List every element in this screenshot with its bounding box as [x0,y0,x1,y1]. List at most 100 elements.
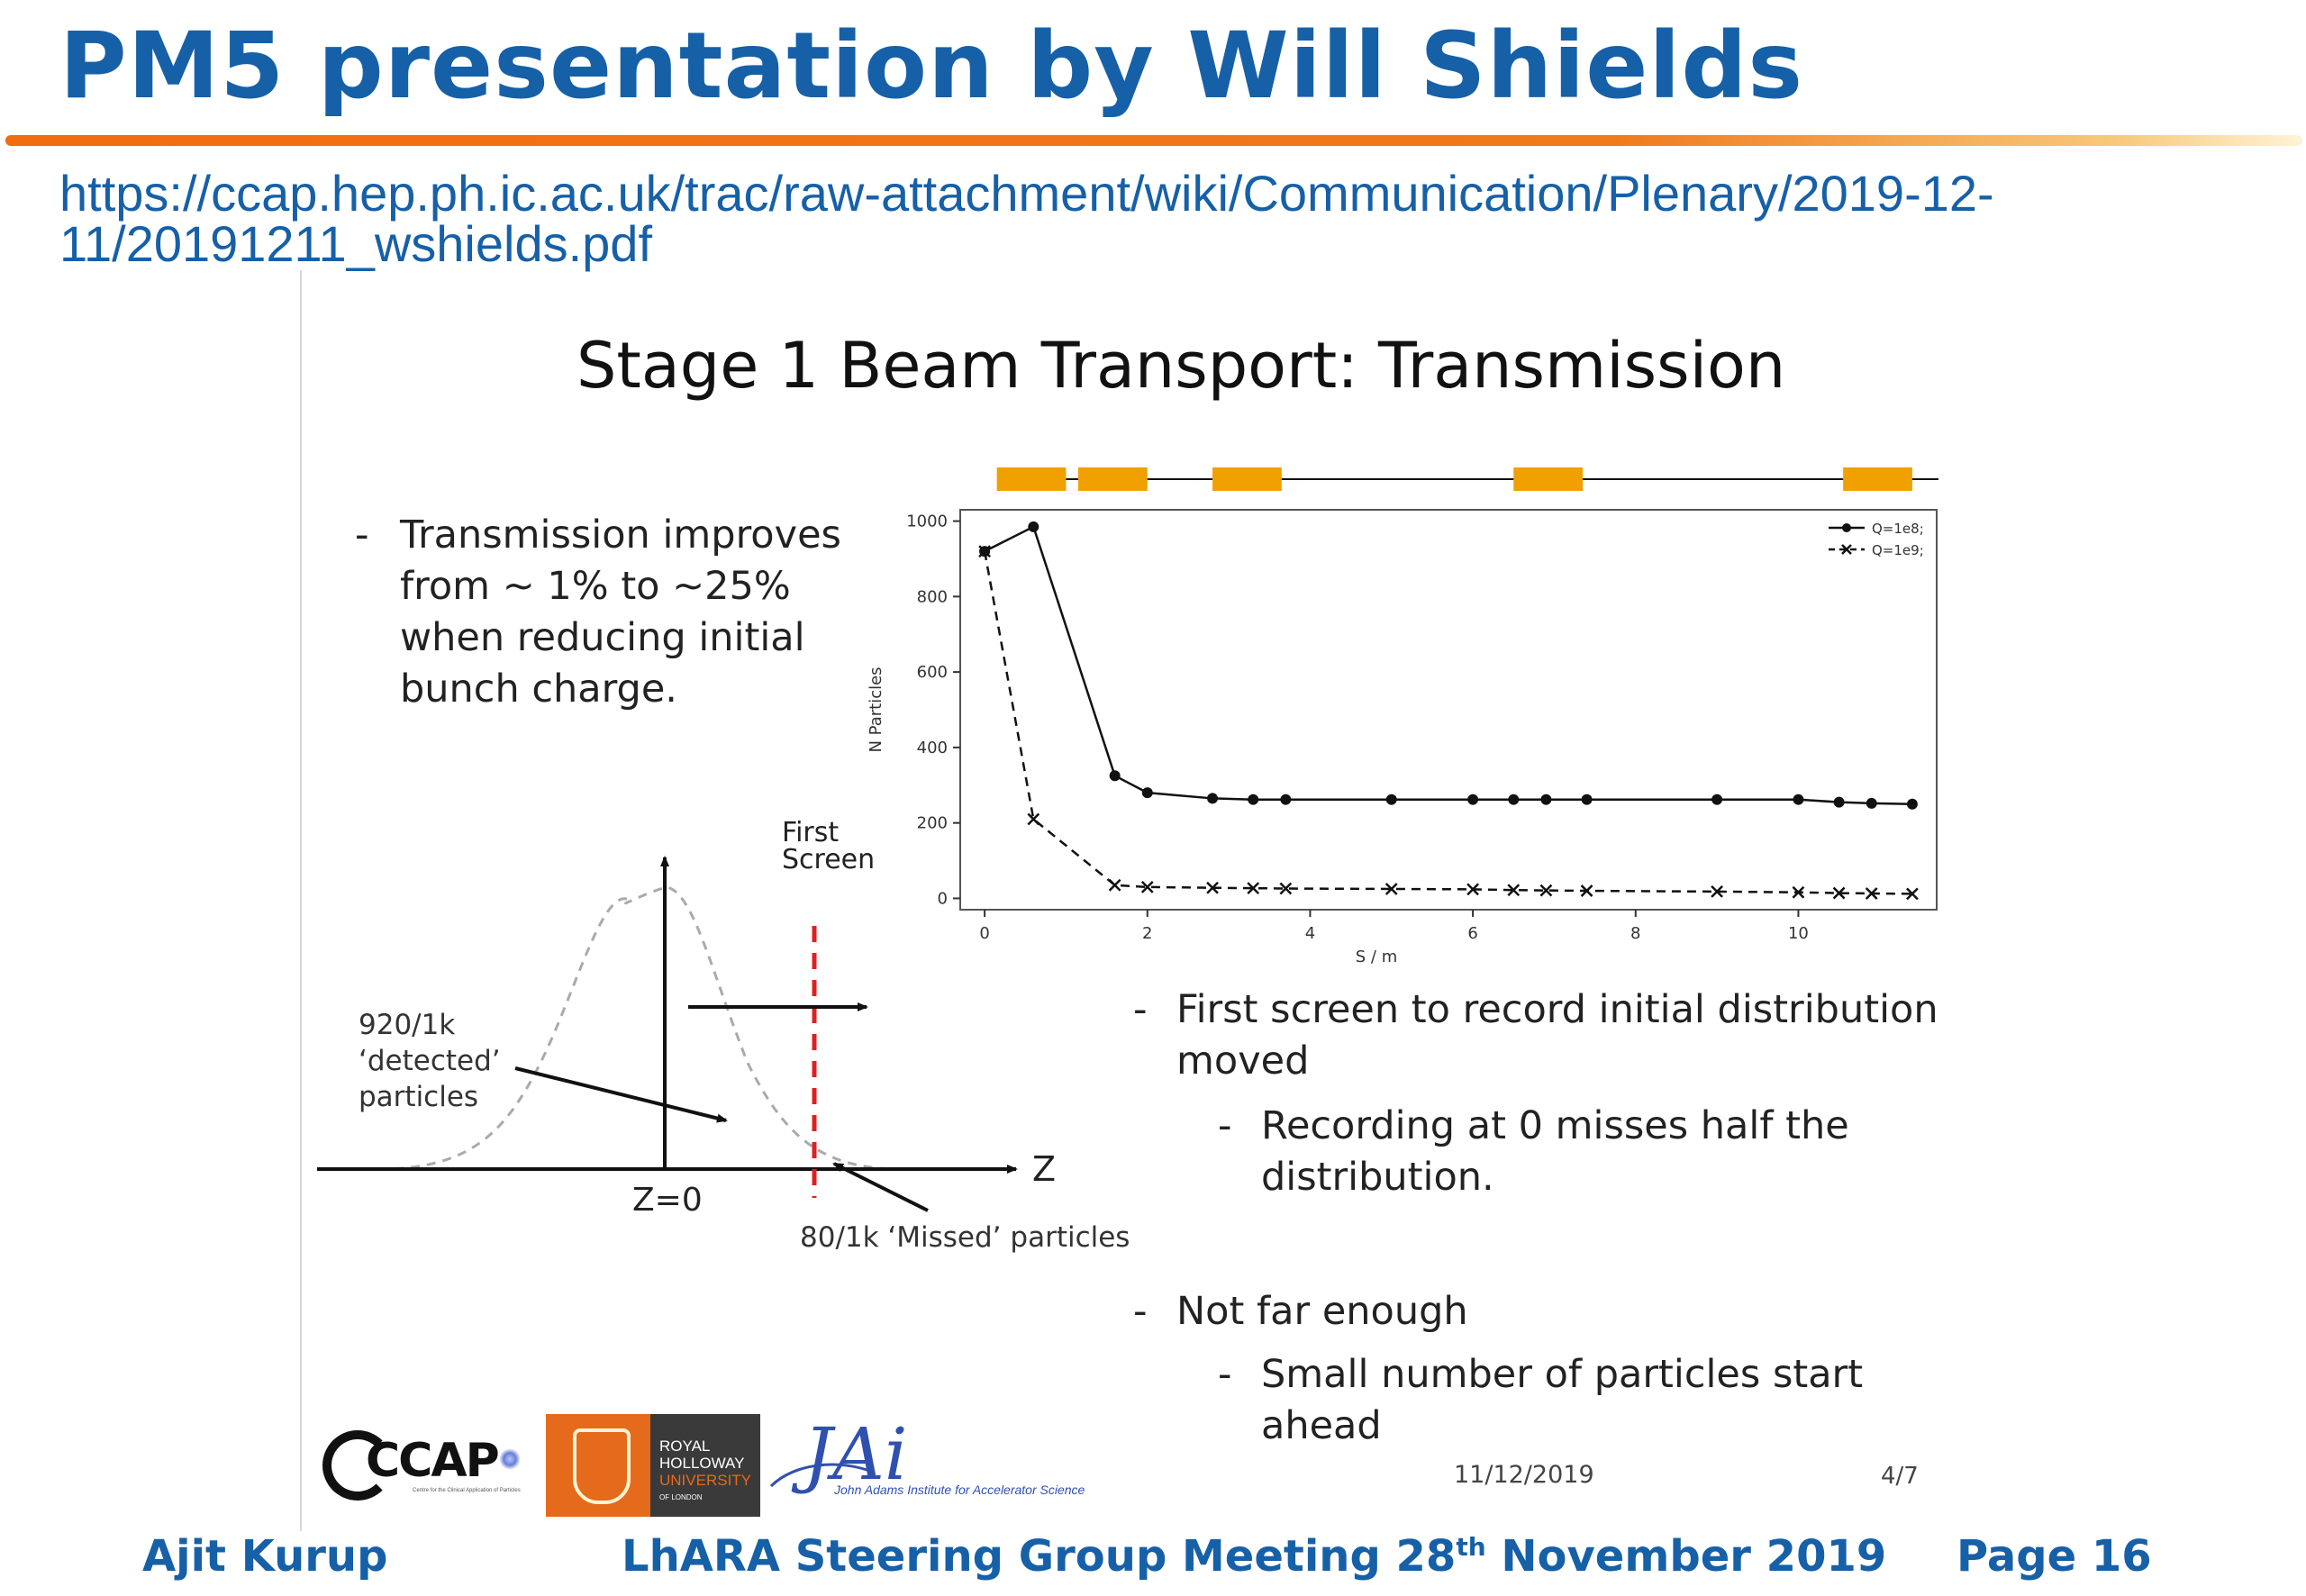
data-point [1906,887,1919,901]
legend-label: Q=1e8; [1872,521,1924,537]
bullet-line: Small number of particles start [1261,1352,1864,1397]
rhul-wordmark: ROYAL HOLLOWAY UNIVERSITY OF LONDON [650,1414,760,1517]
data-point [1108,878,1121,892]
legend-marker [1842,523,1851,532]
data-point [1711,885,1723,898]
x-axis-label: S / m [1356,948,1397,966]
legend-marker [1841,544,1852,555]
footer-page-number: Page 16 [1956,1531,2152,1582]
bullet-first-screen: First screen to record initial distribut… [1176,984,1938,1087]
ccap-logo-subtitle: Centre for the Clinical Application of P… [413,1488,521,1493]
data-point [1540,793,1552,805]
label-line: particles [359,1081,479,1113]
bullet-dash: - [355,512,369,558]
data-point [1792,885,1805,899]
data-point [1467,793,1479,805]
data-point [1507,884,1521,897]
bullet-line: from ~ 1% to ~25% [400,564,791,609]
data-point [1866,797,1877,809]
slide-date: 11/12/2019 [1454,1461,1594,1489]
sub-bullet-small-number: Small number of particles start ahead [1261,1349,1863,1452]
source-url-line-2[interactable]: 11/20191211_wshields.pdf [59,215,652,272]
bullet-transmission: Transmission improves from ~ 1% to ~25% … [400,510,841,715]
magnet-segment [1513,467,1584,491]
first-screen-label: First Screen [782,820,875,874]
magnet-segment [1077,467,1148,491]
data-point [1832,886,1846,900]
jai-logo-text: JAi [803,1412,908,1496]
data-point [1580,884,1593,897]
data-point [1206,881,1219,894]
y-tick-label: 800 [917,587,948,606]
title-divider [5,135,2302,146]
ccap-logo: CCAP Centre for the Clinical Application… [322,1430,521,1502]
footer-author: Ajit Kurup [142,1531,388,1582]
ccap-logo-ring [322,1430,393,1501]
x-tick-label: 4 [1305,924,1315,943]
footer-meeting-date: November 2019 [1485,1531,1887,1582]
ccap-logo-flare [499,1448,521,1470]
rhul-word: UNIVERSITY [659,1472,752,1489]
legend-label: Q=1e9; [1872,542,1924,558]
bullet-line: Transmission improves [400,512,841,558]
data-point [1711,793,1723,805]
data-point [1865,887,1878,900]
data-point [1109,770,1121,782]
bullet-line: First screen to record initial distribut… [1176,987,1938,1032]
magnet-segment [996,467,1067,491]
data-point [1466,883,1479,896]
data-point [1280,793,1292,805]
detected-label: 920/1k ‘detected’ particles [359,1007,501,1115]
data-point [1833,796,1845,808]
ccap-logo-text: CCAP [366,1434,500,1488]
footer-meeting-text: LhARA Steering Group Meeting 28 [622,1531,1457,1582]
data-point [1028,521,1040,532]
data-point [1906,798,1918,810]
source-url-line-1[interactable]: https://ccap.hep.ph.ic.ac.uk/trac/raw-at… [59,165,1994,222]
label-line: 920/1k [359,1009,456,1041]
sub-bullet-dash: - [1218,1352,1232,1397]
chart-frame [959,509,1938,911]
rhul-word: OF LONDON [659,1493,703,1501]
x-tick-label: 8 [1630,924,1640,943]
gaussian-curve [377,885,902,1171]
series-line-2 [983,550,1912,895]
jai-logo: JAi John Adams Institute for Accelerator… [767,1412,1164,1508]
y-tick-label: 200 [917,814,948,833]
data-point [1027,812,1040,826]
jai-logo-subtitle: John Adams Institute for Accelerator Sci… [834,1483,1085,1497]
data-point [1385,793,1397,805]
rhul-word: ROYAL [659,1437,711,1455]
detected-arrow [514,1066,728,1123]
slide-number: 4/7 [1881,1463,1919,1490]
y-tick-label: 1000 [906,512,948,531]
x-tick-label: 2 [1142,924,1152,943]
z-axis-label: Z [1032,1149,1057,1189]
footer-meeting-sup: th [1456,1532,1486,1562]
data-point [1508,793,1520,805]
magnet-segment [1843,467,1912,491]
data-point [1539,884,1553,897]
data-point [1141,787,1153,799]
data-point [1207,793,1219,804]
x-tick-label: 10 [1788,924,1809,943]
y-tick-label: 0 [938,889,948,908]
bullet-not-far: Not far enough [1176,1289,1468,1334]
series-line-1 [984,525,1912,805]
rhul-crest [546,1414,650,1517]
sub-bullet-dash: - [1218,1103,1232,1148]
rhul-word: HOLLOWAY [659,1455,745,1472]
bullet-line: ahead [1261,1403,1382,1448]
bullet-dash: - [1133,987,1148,1032]
data-point [978,545,991,558]
y-tick-label: 400 [917,739,948,757]
missed-label: 80/1k ‘Missed’ particles [800,1221,1130,1254]
bullet-dash: - [1133,1289,1148,1334]
x-tick-label: 0 [979,924,989,943]
page-title: PM5 presentation by Will Shields [59,13,1804,120]
data-point [1247,882,1260,895]
magnet-segment [1212,467,1282,491]
sub-bullet-recording: Recording at 0 misses half the distribut… [1261,1101,1849,1203]
data-point [1581,793,1593,805]
